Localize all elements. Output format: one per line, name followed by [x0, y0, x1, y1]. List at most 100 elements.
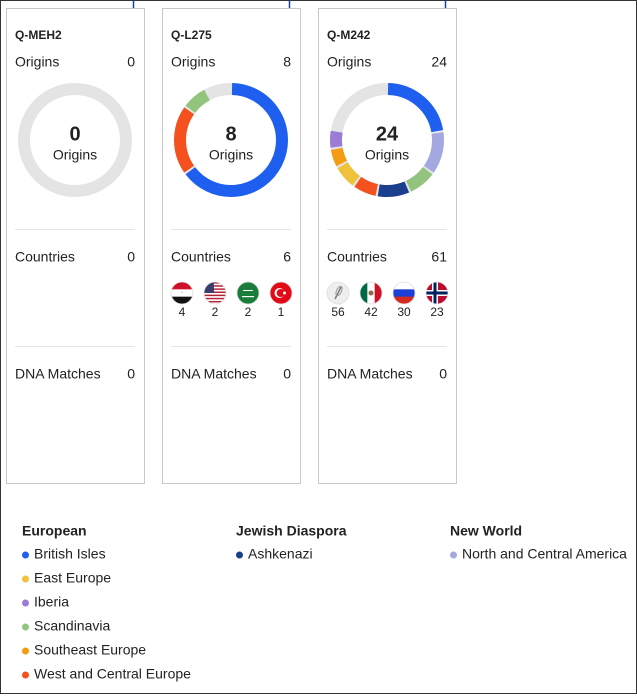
flag-outline [203, 281, 227, 305]
origins-count: 24 [431, 54, 447, 70]
origins-label: Origins [171, 54, 215, 70]
flag-part [204, 282, 226, 284]
flag-part [283, 291, 286, 295]
origins-label: Origins [15, 54, 59, 70]
countries-label: Countries [15, 249, 75, 265]
flag-count: 1 [278, 305, 285, 319]
origins-count: 0 [127, 54, 135, 70]
dna-label: DNA Matches [327, 366, 413, 382]
legend-dot [22, 551, 29, 559]
donut-segment [174, 107, 195, 173]
card[interactable] [6, 8, 145, 484]
flag-icon [237, 282, 259, 304]
flag-part [360, 282, 368, 304]
flag-part: * [181, 290, 183, 295]
flag-outline [269, 281, 293, 305]
flag-part [393, 289, 415, 298]
flag-part [204, 282, 214, 293]
flag-part [204, 294, 226, 297]
flag-part [204, 296, 226, 298]
countries-count: 6 [283, 249, 291, 265]
card[interactable] [318, 8, 457, 484]
origins-label: Origins [327, 54, 371, 70]
flag-part [204, 283, 226, 286]
donut-track [18, 83, 132, 197]
donut-segment [354, 176, 379, 196]
card-id: Q-L275 [171, 28, 212, 42]
flag-outline [326, 281, 350, 305]
flag-icon [393, 282, 415, 304]
donut-segment [377, 181, 410, 197]
flag-outline [425, 281, 449, 305]
donut-center-value: 8 [225, 123, 236, 145]
countries-count: 0 [127, 249, 135, 265]
legend-item: Southeast Europe [34, 642, 146, 658]
flag-part [171, 282, 193, 290]
legend-item: Scandinavia [34, 618, 110, 634]
flag-part [204, 289, 226, 292]
card[interactable] [162, 8, 301, 484]
flag-count: 4 [179, 305, 186, 319]
flag-icon [327, 282, 349, 304]
legend-dot [22, 575, 29, 583]
origins-count: 8 [283, 54, 291, 70]
countries-count: 61 [431, 249, 447, 265]
legend-dot [22, 623, 29, 631]
flag-icon [270, 282, 292, 304]
flag-part [334, 286, 342, 300]
donut-segment [185, 83, 288, 197]
flag-part [237, 282, 259, 304]
flag-part [204, 297, 226, 300]
legend-item: British Isles [34, 546, 106, 562]
flag-part [243, 290, 253, 291]
dna-label: DNA Matches [15, 366, 101, 382]
donut-center-value: 0 [69, 123, 80, 145]
dna-label: DNA Matches [171, 366, 257, 382]
flag-count: 2 [245, 305, 252, 319]
flag-part [242, 296, 254, 298]
flag-part [204, 286, 226, 289]
card-id: Q-M242 [327, 28, 371, 42]
flag-count: 56 [331, 305, 345, 319]
donut-segment [330, 130, 343, 148]
countries-label: Countries [171, 249, 231, 265]
legend-group-title: European [22, 523, 87, 539]
flag-outline [170, 281, 194, 305]
flag-part [204, 288, 226, 291]
flag-part [426, 291, 448, 295]
flag-outline [236, 281, 260, 305]
countries-label: Countries [327, 249, 387, 265]
flag-count: 42 [364, 305, 378, 319]
donut-segment [405, 166, 433, 192]
flag-icon [360, 282, 382, 304]
donut-segment [337, 162, 361, 186]
flag-part [204, 299, 226, 301]
flag-part [393, 282, 415, 290]
legend-group-title: New World [450, 523, 522, 539]
donut-segment [330, 147, 348, 167]
donut-center-label: Origins [53, 147, 97, 163]
legend-item: East Europe [34, 570, 111, 586]
legend-item: Iberia [34, 594, 69, 610]
legend-dot [450, 551, 457, 559]
flag-part [204, 285, 226, 288]
donut-center-value: 24 [376, 123, 399, 145]
flag-part [276, 289, 285, 297]
flag-part [335, 285, 343, 297]
flag-icon [426, 282, 448, 304]
flag-part [374, 282, 382, 304]
flag-part [204, 291, 226, 294]
flag-part [171, 289, 193, 298]
flag-icon: * [171, 282, 193, 304]
flag-outline [392, 281, 416, 305]
legend-item: West and Central Europe [34, 666, 191, 682]
flag-icon [204, 282, 226, 304]
flag-part [204, 302, 226, 304]
flag-part [204, 293, 226, 295]
flag-count: 2 [212, 305, 219, 319]
donut-segment [387, 83, 444, 133]
flag-part [393, 296, 415, 304]
flag-part [368, 290, 374, 296]
card-id: Q-MEH2 [15, 28, 62, 42]
